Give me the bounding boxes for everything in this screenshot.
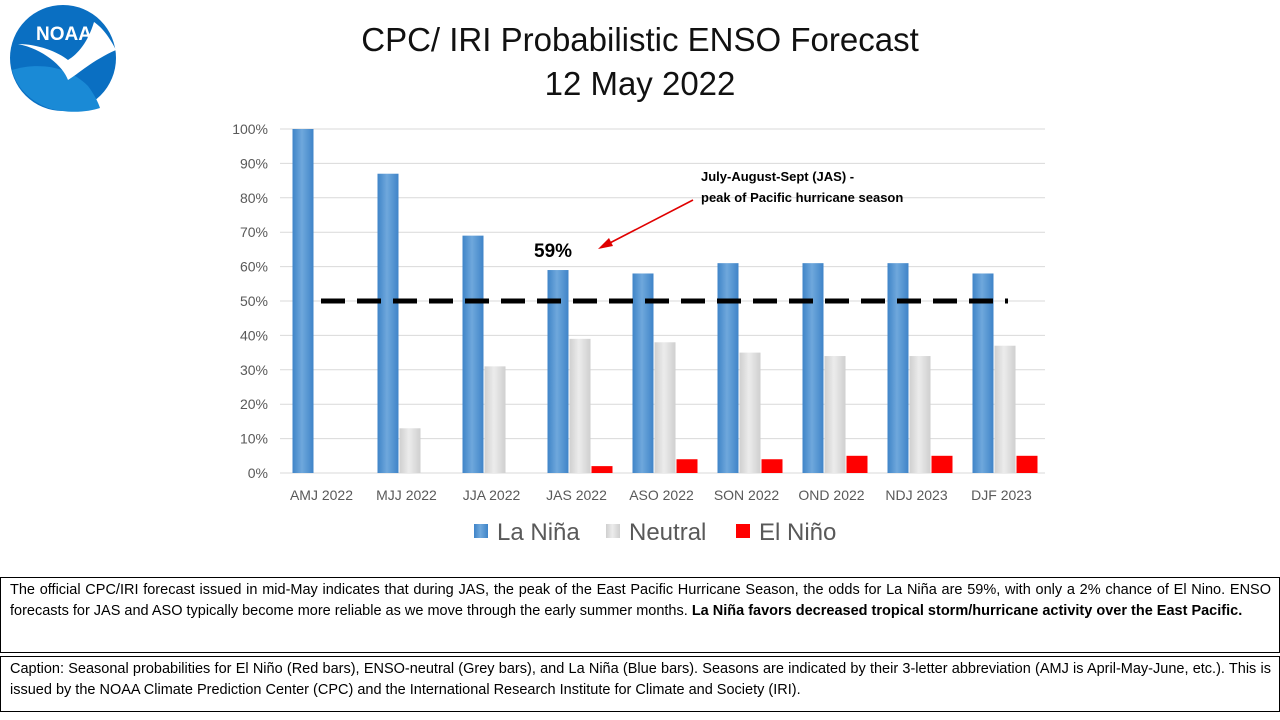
x-axis-ticks: AMJ 2022 MJJ 2022 JJA 2022 JAS 2022 ASO 2022…: [290, 487, 1032, 503]
y-tick-label: 10%: [240, 431, 268, 447]
bar-el-nino-jas-2022: [591, 466, 613, 473]
x-tick-label: ASO 2022: [629, 487, 694, 503]
bar-neutral-aso-2022: [654, 342, 676, 473]
bar-la-nina-ond-2022: [802, 263, 824, 473]
x-tick-label: DJF 2023: [971, 487, 1032, 503]
annotation-line-1: July-August-Sept (JAS) -: [701, 169, 854, 184]
annotation-line-2: peak of Pacific hurricane season: [701, 190, 903, 205]
noaa-logo: NOAA: [10, 5, 116, 112]
caption-box: Caption: Seasonal probabilities for El N…: [0, 656, 1280, 712]
y-tick-label: 40%: [240, 327, 268, 343]
bar-neutral-mjj-2022: [399, 428, 421, 473]
bar-la-nina-jja-2022: [462, 235, 484, 473]
legend-swatch-neutral: [606, 524, 620, 538]
bar-la-nina-amj-2022: [292, 129, 314, 473]
bar-neutral-ond-2022: [824, 356, 846, 473]
legend-label-neutral: Neutral: [629, 519, 706, 546]
y-tick-label: 0%: [248, 465, 268, 481]
x-tick-label: MJJ 2022: [376, 487, 437, 503]
x-tick-label: JJA 2022: [463, 487, 521, 503]
y-axis-ticks: 0% 10% 20% 30% 40% 50% 60% 70% 80% 90% 100%: [232, 121, 268, 481]
legend-swatch-la-nina: [474, 524, 488, 538]
enso-bar-chart: 0% 10% 20% 30% 40% 50% 60% 70% 80% 90% 100% AMJ 20…: [232, 121, 1045, 546]
annotation-arrowhead: [598, 238, 613, 249]
chart-title-line-2: 12 May 2022: [544, 65, 736, 102]
x-tick-label: NDJ 2023: [885, 487, 947, 503]
bar-neutral-jja-2022: [484, 366, 506, 473]
summary-box: The official CPC/IRI forecast issued in …: [0, 577, 1280, 653]
y-tick-label: 90%: [240, 155, 268, 171]
bar-la-nina-ndj-2023: [887, 263, 909, 473]
summary-bold-text: La Niña favors decreased tropical storm/…: [691, 603, 1243, 619]
bar-el-nino-son-2022: [761, 459, 783, 473]
bar-neutral-djf-2023: [994, 345, 1016, 473]
jas-value-label: 59%: [534, 241, 572, 262]
bar-la-nina-son-2022: [717, 263, 739, 473]
caption-text: Caption: Seasonal probabilities for El N…: [10, 661, 1271, 698]
legend-label-la-nina: La Niña: [497, 519, 580, 546]
y-tick-label: 20%: [240, 396, 268, 412]
bar-la-nina-jas-2022: [547, 270, 569, 473]
bar-neutral-son-2022: [739, 352, 761, 473]
logo-text: NOAA: [36, 24, 92, 45]
y-tick-label: 60%: [240, 259, 268, 275]
y-tick-label: 100%: [232, 121, 268, 137]
bar-el-nino-aso-2022: [676, 459, 698, 473]
x-tick-label: OND 2022: [798, 487, 864, 503]
bar-neutral-ndj-2023: [909, 356, 931, 473]
x-tick-label: SON 2022: [714, 487, 780, 503]
bar-la-nina-mjj-2022: [377, 173, 399, 473]
chart-title: CPC/ IRI Probabilistic ENSO Forecast 12 …: [240, 18, 1040, 106]
legend-swatch-el-nino: [736, 524, 750, 538]
bar-el-nino-ndj-2023: [931, 455, 953, 473]
bar-el-nino-ond-2022: [846, 455, 868, 473]
legend: La Niña Neutral El Niño: [474, 519, 836, 546]
x-tick-label: JAS 2022: [546, 487, 607, 503]
bars: [292, 129, 1038, 473]
y-tick-label: 80%: [240, 190, 268, 206]
y-tick-label: 70%: [240, 224, 268, 240]
x-tick-label: AMJ 2022: [290, 487, 353, 503]
legend-label-el-nino: El Niño: [759, 519, 836, 546]
bar-neutral-jas-2022: [569, 338, 591, 473]
y-tick-label: 50%: [240, 293, 268, 309]
annotation-arrow: [603, 199, 694, 247]
y-tick-label: 30%: [240, 362, 268, 378]
summary-text: The official CPC/IRI forecast issued in …: [10, 582, 1271, 619]
bar-la-nina-djf-2023: [972, 273, 994, 473]
annotation: July-August-Sept (JAS) - peak of Pacific…: [534, 169, 903, 262]
bar-el-nino-djf-2023: [1016, 455, 1038, 473]
chart-title-line-1: CPC/ IRI Probabilistic ENSO Forecast: [361, 21, 919, 58]
bar-la-nina-aso-2022: [632, 273, 654, 473]
